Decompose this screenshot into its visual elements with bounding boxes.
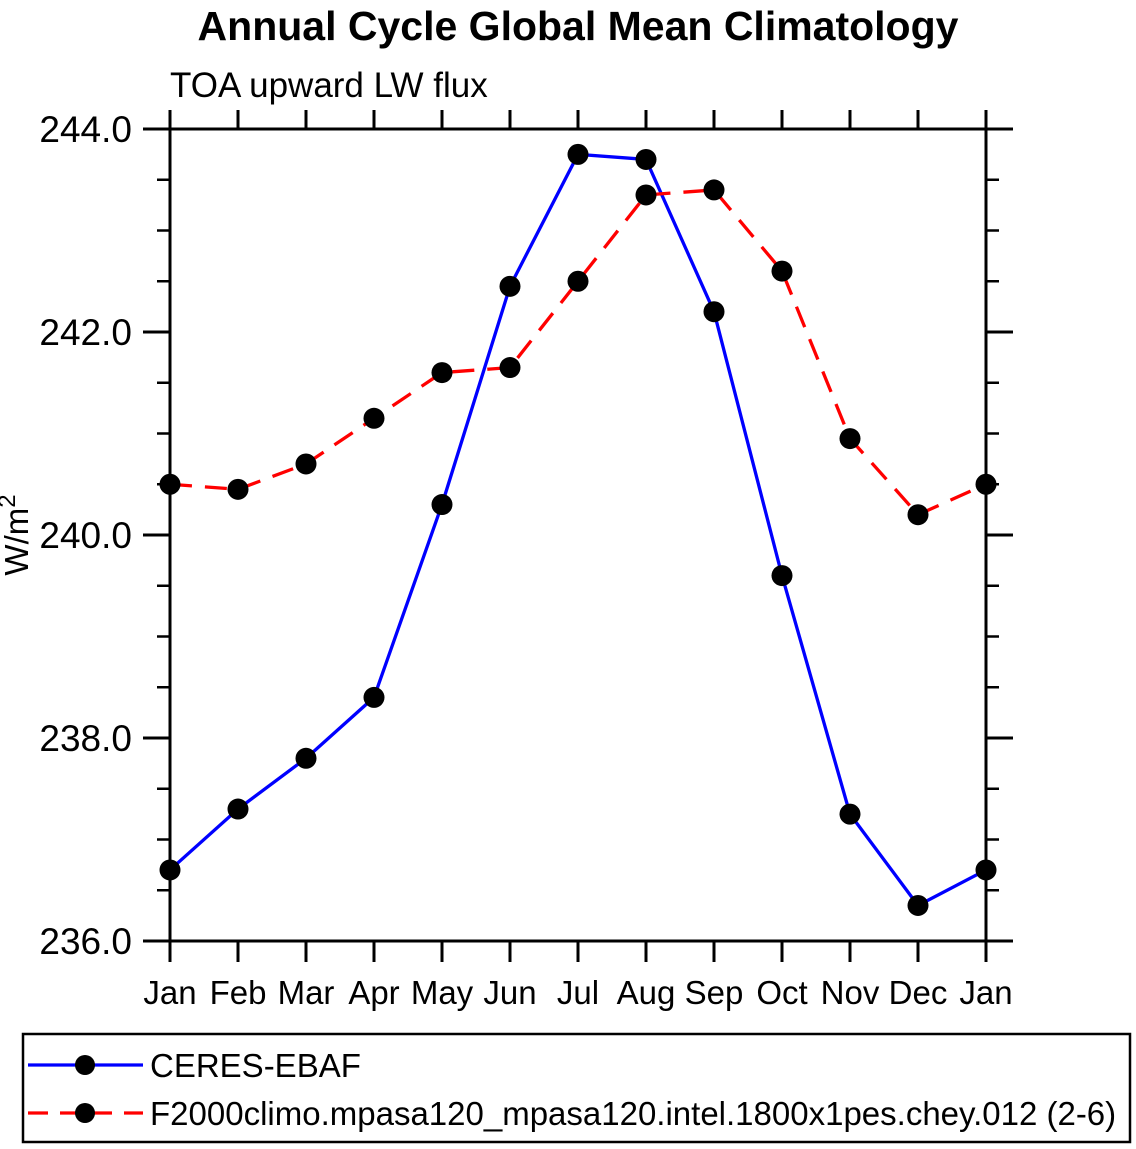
data-point-marker [227,798,249,820]
y-tick-label: 240.0 [39,515,132,556]
series-line-0 [168,152,987,908]
y-tick-label: 238.0 [39,718,132,759]
y-tick-label: 242.0 [39,312,132,353]
data-point-marker [975,473,997,495]
x-tick-label: Feb [210,974,267,1011]
data-point-marker [159,859,181,881]
x-tick-label: Dec [889,974,948,1011]
data-point-marker [159,473,181,495]
x-tick-label: Jun [483,974,536,1011]
legend-label: CERES-EBAF [150,1047,361,1084]
data-point-marker [295,453,317,475]
y-axis-label-exponent: 2 [0,494,21,507]
data-point-marker [839,803,861,825]
chart-title: Annual Cycle Global Mean Climatology [198,3,959,49]
x-tick-label: Apr [348,974,399,1011]
data-point-marker [499,357,521,379]
x-tick-label: Mar [278,974,335,1011]
data-point-marker [771,565,793,587]
data-point-marker [227,478,249,500]
data-point-marker [499,275,521,297]
y-tick-label: 236.0 [39,921,132,962]
data-point-marker [839,428,861,450]
data-point-marker [907,894,929,916]
legend-box [21,1032,1132,1144]
x-tick-label: Aug [617,974,676,1011]
data-point-marker [363,407,385,429]
plot-frame [168,127,988,943]
series-group [159,143,997,916]
x-tick-label: Jan [143,974,196,1011]
data-point-marker [431,494,453,516]
axes-group: Jan Feb Mar Apr May Jun Jul Aug Sep Oct Nov Dec Jan 2… [39,109,1013,1011]
x-tick-label: Nov [821,974,880,1011]
data-point-marker [635,148,657,170]
data-point-marker [635,184,657,206]
data-point-marker [703,179,725,201]
x-tick-label: Jul [557,974,599,1011]
y-axis-label: W/m2 [0,494,35,575]
x-tick-label: Oct [756,974,807,1011]
data-point-marker [295,747,317,769]
x-tick-label: Jan [959,974,1012,1011]
data-point-marker [567,270,589,292]
y-axis-label-base: W/m [0,508,35,576]
data-point-marker [975,859,997,881]
data-point-marker [771,260,793,282]
chart-subtitle: TOA upward LW flux [170,66,488,105]
series-line-1 [169,188,987,517]
legend-marker [75,1055,95,1075]
y-tick-label: 244.0 [39,109,132,150]
legend-marker [75,1103,95,1123]
data-point-marker [363,686,385,708]
data-point-marker [703,301,725,323]
x-tick-label: May [411,974,474,1011]
x-tick-label: Sep [685,974,744,1011]
legend-label: F2000climo.mpasa120_mpasa120.intel.1800x… [150,1095,1116,1132]
data-point-marker [431,362,453,384]
data-point-marker [907,504,929,526]
legend-group: CERES-EBAF F2000climo.mpasa120_mpasa120.i… [21,1032,1132,1144]
data-point-marker [567,143,589,165]
